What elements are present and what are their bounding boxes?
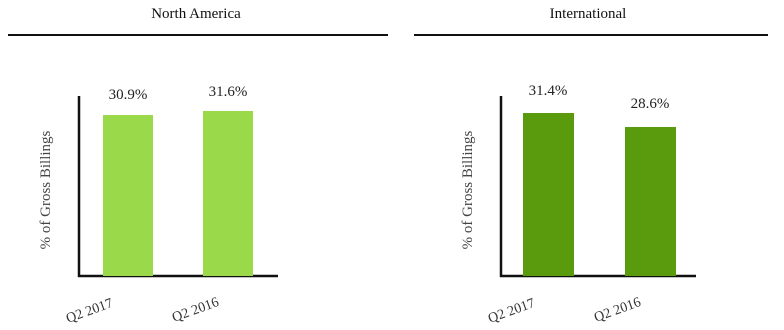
bar-q2-2016 — [625, 127, 676, 276]
bar-q2-2017 — [103, 115, 153, 276]
x-tick-label-q2-2016: Q2 2016 — [170, 295, 221, 326]
international-bar-chart: % of Gross Billings 31.4% 28.6% Q2 2017 … — [460, 83, 696, 327]
y-axis-label: % of Gross Billings — [460, 130, 476, 249]
x-tick-label-q2-2016: Q2 2016 — [592, 295, 643, 326]
x-tick-label-q2-2017: Q2 2017 — [64, 296, 115, 327]
title-divider — [414, 34, 768, 36]
x-tick-label-q2-2017: Q2 2017 — [486, 296, 537, 327]
y-axis-label: % of Gross Billings — [38, 130, 54, 249]
north-america-panel: North America % of Gross Billings 30.9% … — [8, 6, 388, 327]
chart-title: International — [549, 6, 627, 22]
chart-title: North America — [151, 6, 241, 22]
value-label-q2-2017: 30.9% — [109, 87, 148, 103]
north-america-bar-chart: % of Gross Billings 30.9% 31.6% Q2 2017 … — [38, 84, 278, 327]
title-divider — [8, 34, 388, 36]
value-label-q2-2017: 31.4% — [529, 83, 568, 99]
bar-q2-2016 — [203, 111, 253, 276]
bar-q2-2017 — [523, 113, 574, 276]
international-panel: International % of Gross Billings 31.4% … — [392, 0, 784, 330]
value-label-q2-2016: 28.6% — [631, 96, 670, 112]
value-label-q2-2016: 31.6% — [209, 84, 248, 100]
